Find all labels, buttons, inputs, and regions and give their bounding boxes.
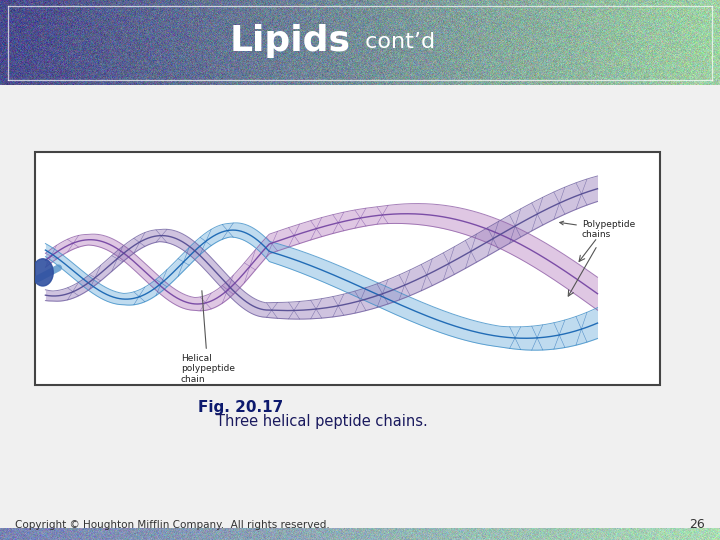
Bar bbox=[35, 152, 660, 385]
FancyArrowPatch shape bbox=[37, 268, 58, 279]
Text: Three helical peptide chains.: Three helical peptide chains. bbox=[216, 414, 428, 429]
Text: Helical
polypeptide
chain: Helical polypeptide chain bbox=[181, 291, 235, 384]
Text: Copyright © Houghton Mifflin Company.  All rights reserved.: Copyright © Houghton Mifflin Company. Al… bbox=[15, 520, 330, 530]
Text: Fig. 20.17: Fig. 20.17 bbox=[198, 400, 283, 415]
Ellipse shape bbox=[32, 259, 53, 286]
Text: cont’d: cont’d bbox=[358, 31, 435, 51]
Text: Lipids: Lipids bbox=[230, 24, 351, 57]
Text: 26: 26 bbox=[689, 518, 705, 531]
Text: Polypeptide
chains: Polypeptide chains bbox=[560, 220, 635, 239]
